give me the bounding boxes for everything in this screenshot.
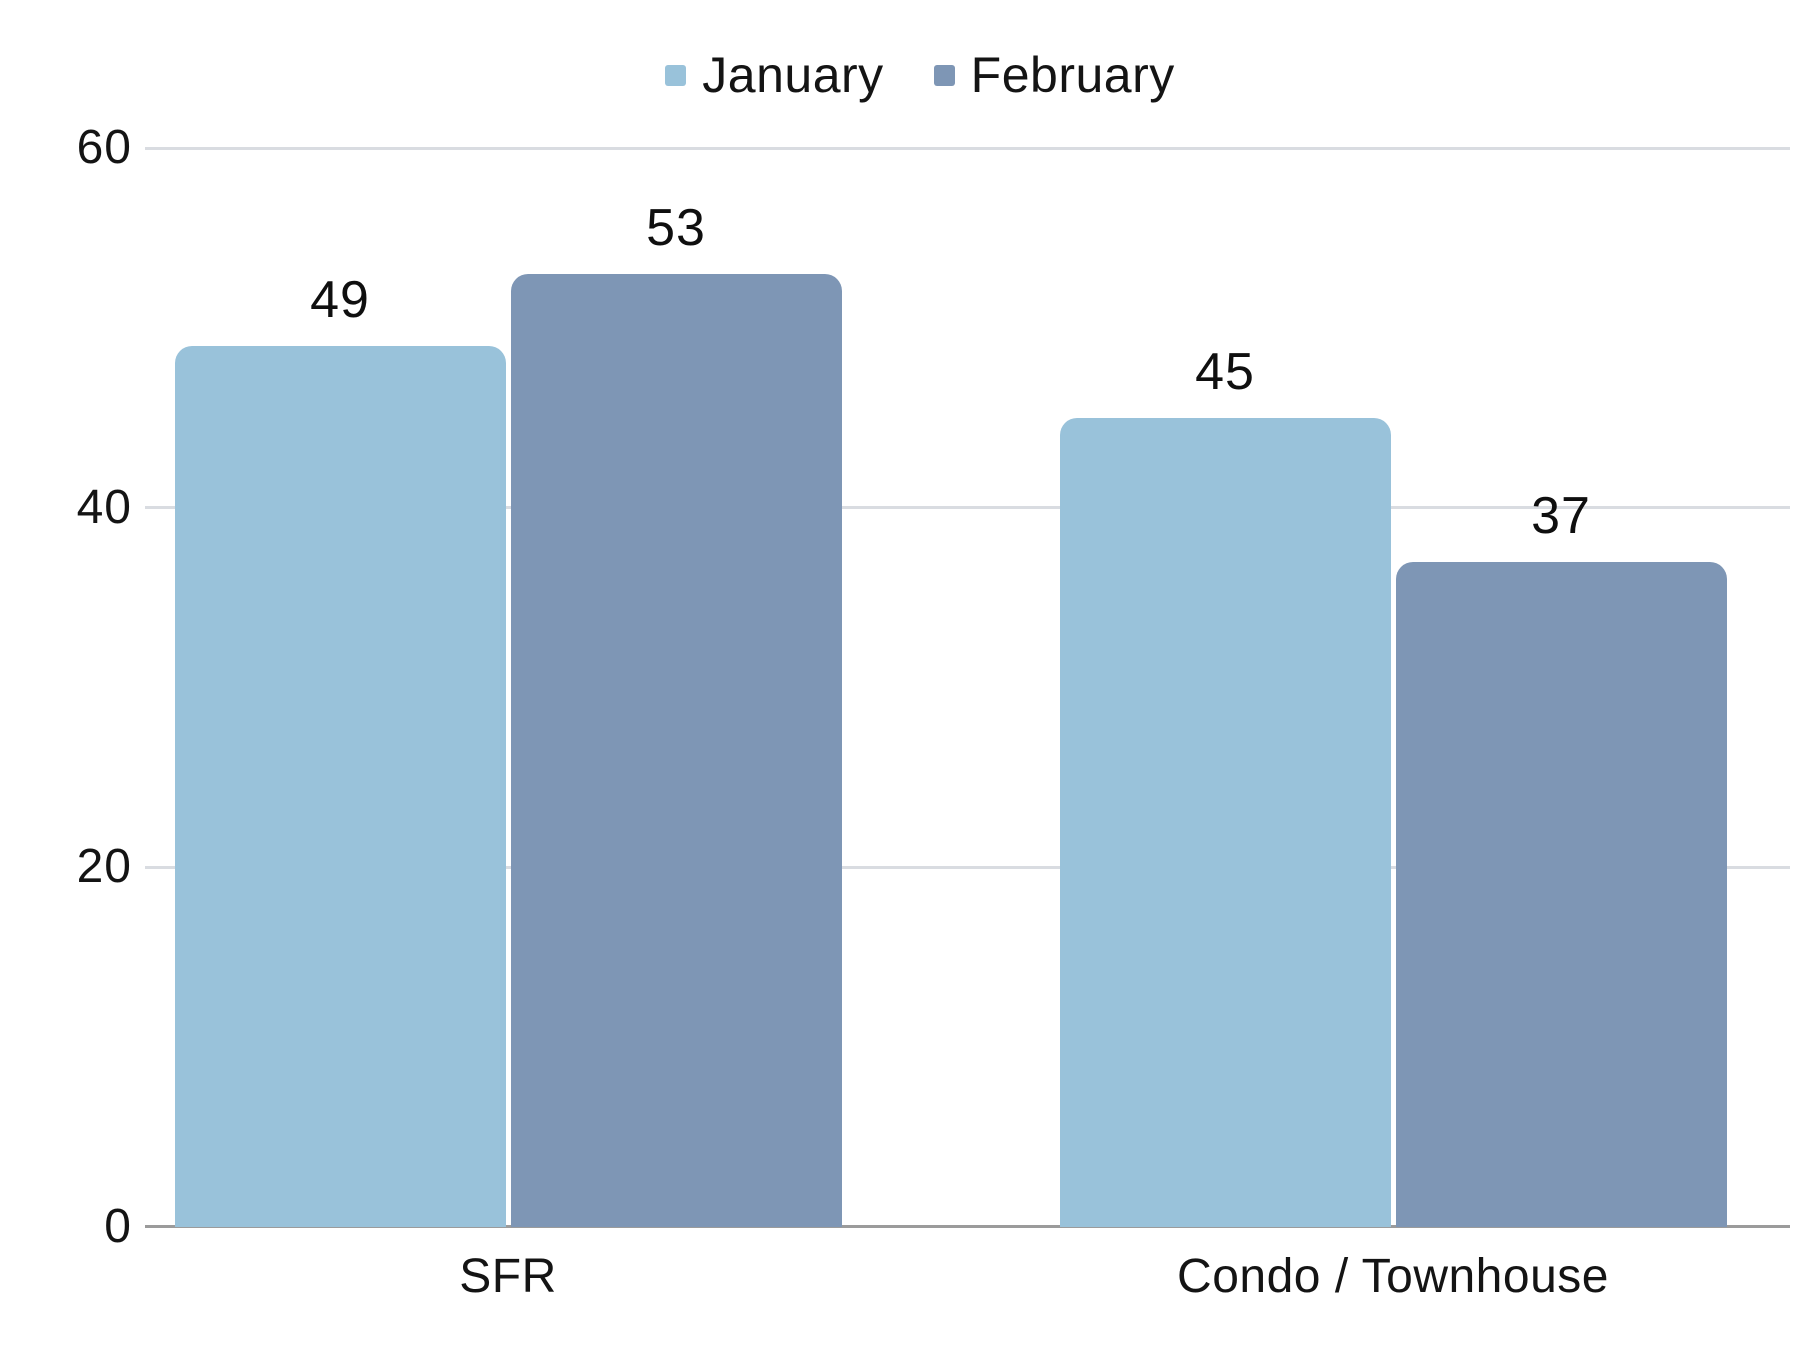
bar-february-condo-townhouse — [1395, 561, 1727, 1227]
value-label-february-sfr: 53 — [646, 198, 706, 257]
plot-area: 49 53 45 37 — [145, 146, 1790, 1228]
gridline-40 — [145, 506, 1790, 510]
legend-item-january: January — [665, 46, 883, 104]
gridline-60 — [145, 146, 1790, 150]
x-category-label-condo-townhouse: Condo / Townhouse — [1177, 1250, 1609, 1303]
gridline-20 — [145, 865, 1790, 869]
legend-item-february: February — [933, 46, 1175, 104]
legend-swatch-february-icon — [933, 64, 955, 86]
bar-february-sfr — [510, 273, 842, 1227]
value-label-february-condo-townhouse: 37 — [1531, 486, 1591, 545]
legend-label-february: February — [970, 47, 1175, 103]
value-label-january-sfr: 49 — [310, 270, 370, 329]
y-tick-label-40: 40 — [76, 480, 132, 534]
y-tick-label-60: 60 — [76, 121, 132, 174]
legend-label-january: January — [702, 47, 884, 103]
y-tick-label-20: 20 — [76, 840, 132, 894]
legend-swatch-january-icon — [665, 64, 687, 86]
value-label-january-condo-townhouse: 45 — [1195, 342, 1255, 401]
chart-legend: January February — [20, 46, 1800, 104]
x-category-label-sfr: SFR — [459, 1250, 557, 1303]
y-tick-label-0: 0 — [104, 1200, 132, 1253]
x-axis-line — [145, 1225, 1790, 1228]
bar-january-condo-townhouse — [1059, 417, 1391, 1227]
bar-january-sfr — [174, 345, 506, 1227]
